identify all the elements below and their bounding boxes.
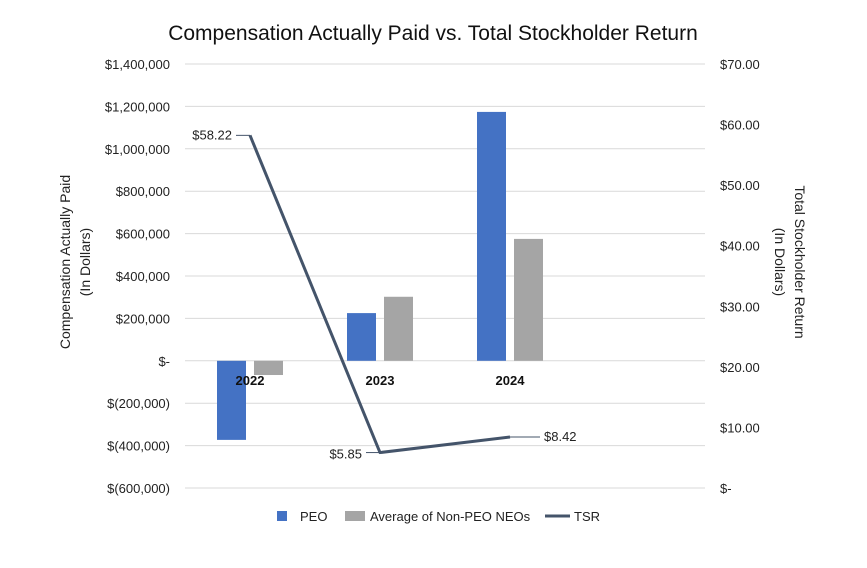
bar-average-of-non-peo-neos-2023 xyxy=(384,296,413,361)
right-tick-label: $30.00 xyxy=(720,299,760,314)
tsr-data-label: $5.85 xyxy=(329,447,362,462)
tsr-data-label: $8.42 xyxy=(544,429,577,444)
left-tick-label: $200,000 xyxy=(116,311,170,326)
tsr-data-label: $58.22 xyxy=(192,127,232,142)
legend-label-tsr: TSR xyxy=(574,509,600,524)
bars xyxy=(217,111,543,440)
left-tick-label: $600,000 xyxy=(116,227,170,242)
gridlines xyxy=(185,63,705,489)
chart-title: Compensation Actually Paid vs. Total Sto… xyxy=(168,22,698,45)
left-axis-label-line2: (In Dollars) xyxy=(77,228,93,296)
left-tick-label: $800,000 xyxy=(116,184,170,199)
right-tick-label: $60.00 xyxy=(720,118,760,133)
legend-label-peo: PEO xyxy=(300,509,327,524)
tsr-line: $58.22 $5.85 $8.42 xyxy=(192,127,576,461)
left-tick-label: $400,000 xyxy=(116,269,170,284)
bar-average-of-non-peo-neos-2024 xyxy=(514,238,543,361)
bar-average-of-non-peo-neos-2022 xyxy=(254,360,283,376)
category-labels: 2022 2023 2024 xyxy=(236,373,526,388)
left-axis-ticks: $1,400,000 $1,200,000 $1,000,000 $800,000 $6… xyxy=(105,57,170,496)
left-tick-label: $(600,000) xyxy=(107,481,170,496)
right-tick-label: $70.00 xyxy=(720,57,760,72)
left-axis-label-line1: Compensation Actually Paid xyxy=(57,175,73,349)
tsr-line-path xyxy=(248,134,511,455)
right-axis-label-line1: Total Stockholder Return xyxy=(792,185,808,338)
right-tick-label: $20.00 xyxy=(720,360,760,375)
right-axis-ticks: $70.00 $60.00 $50.00 $40.00 $30.00 $20.00 $10.… xyxy=(720,57,760,496)
category-label: 2023 xyxy=(366,373,395,388)
bar-peo-2024 xyxy=(477,111,506,361)
left-tick-label: $1,000,000 xyxy=(105,142,170,157)
left-tick-label: $(200,000) xyxy=(107,396,170,411)
right-tick-label: $40.00 xyxy=(720,239,760,254)
legend-swatch-peo xyxy=(277,511,287,521)
left-tick-label: $- xyxy=(158,354,170,369)
bar-peo-2022 xyxy=(217,360,246,440)
category-label: 2024 xyxy=(496,373,526,388)
right-tick-label: $- xyxy=(720,481,732,496)
legend: PEO Average of Non-PEO NEOs TSR xyxy=(277,509,600,524)
left-tick-label: $1,200,000 xyxy=(105,99,170,114)
legend-swatch-neo xyxy=(345,511,365,521)
category-label: 2022 xyxy=(236,373,265,388)
right-tick-label: $10.00 xyxy=(720,420,760,435)
left-tick-label: $(400,000) xyxy=(107,439,170,454)
right-axis-label-line2: (In Dollars) xyxy=(772,228,788,296)
left-tick-label: $1,400,000 xyxy=(105,57,170,72)
right-tick-label: $50.00 xyxy=(720,178,760,193)
legend-label-neo: Average of Non-PEO NEOs xyxy=(370,509,531,524)
bar-peo-2023 xyxy=(347,313,376,361)
